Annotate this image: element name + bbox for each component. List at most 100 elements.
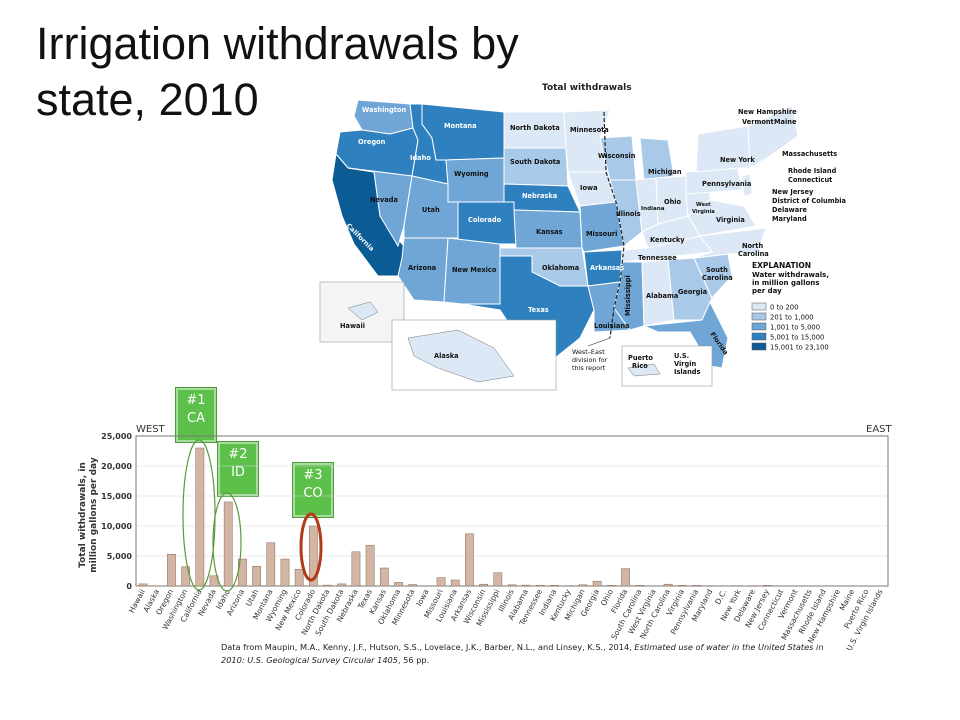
map-label-tennessee: Tennessee [638,254,677,262]
callout-rank-3: #3 CO [293,463,333,517]
bar-new-jersey [763,585,772,587]
bar-south-carolina [635,585,645,587]
map-label-kansas: Kansas [536,228,563,236]
map-label-arkansas: Arkansas [590,264,624,272]
bar-utah [252,565,261,587]
us-withdrawals-map: Total withdrawals [318,76,858,392]
state-missouri [579,201,625,253]
legend-swatch-3 [751,332,767,341]
state-south-dakota [503,147,569,187]
map-label-south-carolina-1: South [706,266,728,274]
map-label-kentucky: Kentucky [650,236,685,244]
map-label-nebraska: Nebraska [522,192,557,200]
map-label-minnesota: Minnesota [570,126,609,134]
bar-indiana [550,585,559,587]
map-label-new-york: New York [720,156,755,164]
map-label-west-virginia-1: West [696,202,711,208]
state-new-england [747,105,799,169]
map-label-arizona: Arizona [408,264,436,272]
map-label-alaska: Alaska [434,352,459,360]
callout-rank-2: #2 ID [218,442,258,496]
legend-label-2: 1,001 to 5,000 [770,324,820,332]
map-label-south-carolina-2: Carolina [702,274,733,282]
bar-north-carolina [663,583,673,587]
page-title: Irrigation withdrawals by state, 2010 [36,18,519,125]
legend-swatch-4 [751,342,767,351]
plot-frame [135,435,889,587]
bar-missouri [436,577,446,587]
bar-pennsylvania [692,585,701,587]
map-label-north-carolina-2: Carolina [738,250,769,258]
y-axis-title-line-2: million gallons per day [89,457,99,573]
bar-california [195,447,205,587]
map-label-nevada: Nevada [370,196,398,204]
bar-texas [365,544,375,587]
map-label-new-hampshire: New Hampshire [738,108,797,116]
map-label-indiana: Indiana [641,206,665,212]
callout-rank-2-rank: #2 [228,447,248,462]
legend-swatch-1 [751,312,767,321]
bar-louisiana [450,579,460,587]
state-michigan [639,137,675,181]
source-suffix: , 56 pp. [397,655,430,665]
bar-new-mexico [294,568,304,587]
map-label-pennsylvania: Pennsylvania [702,180,751,188]
data-source-note: Data from Maupin, M.A., Kenny, J.F., Hut… [221,641,831,667]
bar-virginia [677,585,687,587]
map-label-rhode-island: Rhode Island [788,167,837,175]
bar-alabama [521,584,531,587]
bar-south-dakota [337,583,347,587]
y-tick-label-2: 10,000 [101,522,132,531]
state-new-jersey [741,173,753,197]
y-tick-label-3: 15,000 [101,492,132,501]
bar-nebraska [351,551,361,587]
bar-florida [621,568,630,587]
map-label-dc: District of Columbia [772,197,846,205]
callout-rank-1-rank: #1 [186,393,206,408]
bar-mississippi [493,572,503,587]
legend-subtitle-3: per day [752,287,782,295]
map-label-michigan: Michigan [648,168,682,176]
bar-washington [181,566,191,587]
bar-oklahoma [394,582,403,587]
y-axis-title: Total withdrawals, in million gallons pe… [78,457,99,573]
map-label-south-dakota: South Dakota [510,158,560,166]
legend-subtitle-1: Water withdrawals, [752,271,829,279]
callout-rank-1-abbr: CA [187,411,205,426]
map-label-iowa: Iowa [580,184,598,192]
region-label-west: WEST [136,424,166,435]
map-label-vi-3: Islands [674,368,701,376]
map-label-vermont: Vermont [742,118,774,126]
division-note-1: West–East [572,348,605,356]
callout-rank-3-rank: #3 [303,468,323,483]
bar-wisconsin [479,583,488,587]
map-label-missouri: Missouri [586,230,617,238]
map-label-maine: Maine [774,118,797,126]
bar-montana [266,542,276,587]
bar-hawaii [138,583,148,587]
map-label-utah: Utah [422,206,440,214]
bar-arizona [238,558,247,587]
y-axis-title-line-1: Total withdrawals, in [78,462,88,568]
bar-minnesota [408,584,418,587]
bar-oregon [167,553,176,587]
bar-wyoming [280,558,290,587]
legend-swatch-2 [751,322,767,331]
map-label-virginia: Virginia [716,216,745,224]
state-montana [421,103,505,161]
map-label-mississippi: Mississippi [624,275,632,316]
map-label-colorado: Colorado [468,216,502,224]
y-tick-label-5: 25,000 [101,432,132,441]
map-label-alabama: Alabama [646,292,678,300]
map-label-puerto-rico-2: Rico [632,362,648,370]
state-texas [461,255,595,363]
map-label-montana: Montana [444,122,477,130]
legend-label-4: 15,001 to 23,100 [770,344,829,352]
state-wyoming [445,157,505,203]
bar-illinois [507,584,517,587]
bar-georgia [592,580,602,587]
map-label-wyoming: Wyoming [454,170,489,178]
bar-kansas [379,567,389,587]
legend-label-0: 0 to 200 [770,304,798,312]
map-label-new-jersey: New Jersey [772,188,814,196]
